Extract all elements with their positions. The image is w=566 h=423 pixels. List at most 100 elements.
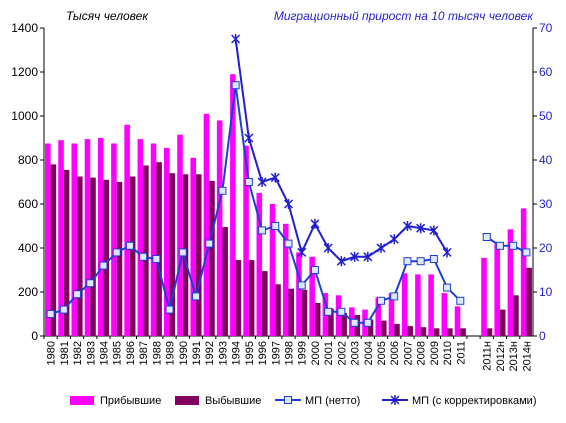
point-adjusted xyxy=(231,34,241,44)
bar-arrivals xyxy=(84,139,91,336)
point-net xyxy=(178,248,187,257)
bar-departures xyxy=(195,174,202,336)
bar-departures xyxy=(50,164,57,336)
bar-departures xyxy=(499,309,506,336)
point-adjusted xyxy=(244,133,254,143)
bar-departures xyxy=(513,295,519,336)
point-adjusted xyxy=(283,199,294,209)
x-tick-label: 1987 xyxy=(138,341,150,365)
x-tick-label: 2005 xyxy=(376,341,388,365)
point-adjusted xyxy=(257,177,267,187)
x-tick-label: 1998 xyxy=(284,341,296,365)
x-tick-label: 2012н xyxy=(495,341,507,372)
bar-arrivals xyxy=(124,124,130,336)
point-net xyxy=(350,318,359,327)
bar-arrivals xyxy=(269,204,276,336)
point-adjusted xyxy=(389,234,399,245)
bar-arrivals xyxy=(494,243,500,336)
bar-departures xyxy=(209,180,215,336)
legend-label: Выбывшие xyxy=(205,395,261,407)
bar-departures xyxy=(156,162,162,336)
x-tick-label: 1984 xyxy=(98,341,110,365)
x-tick-label: 2011 xyxy=(455,341,467,365)
legend: Прибывшие Выбывшие МП (нетто) МП (с коррект… xyxy=(70,395,537,407)
point-net xyxy=(509,241,518,250)
x-tick-label: 2014н xyxy=(521,341,533,372)
bar-arrivals xyxy=(71,143,78,336)
point-net xyxy=(337,307,346,316)
point-adjusted xyxy=(310,218,320,229)
bar-departures xyxy=(143,165,149,336)
point-adjusted xyxy=(350,251,360,262)
bar-arrivals xyxy=(97,138,104,336)
point-net xyxy=(73,290,82,299)
x-tick-label: 2006 xyxy=(389,341,401,365)
bar-arrivals xyxy=(230,74,236,336)
x-tick-label: 2003 xyxy=(350,341,362,365)
bar-arrivals xyxy=(441,293,448,336)
x-tick-label: 1994 xyxy=(231,341,243,365)
right-tick-label: 10 xyxy=(539,285,553,299)
x-tick-label: 1991 xyxy=(191,341,203,365)
point-net xyxy=(271,222,280,230)
bar-departures xyxy=(526,267,532,336)
bar-departures xyxy=(103,179,110,336)
bar-arrivals xyxy=(520,208,527,336)
point-net xyxy=(284,239,293,248)
point-net xyxy=(324,307,333,316)
legend-item: Прибывшие xyxy=(70,395,161,407)
point-net xyxy=(244,178,253,186)
bar-arrivals xyxy=(150,143,157,336)
legend-item: МП (нетто) xyxy=(275,395,360,407)
x-tick-label: 1990 xyxy=(178,341,190,365)
legend-item: Выбывшие xyxy=(175,395,261,407)
x-tick-label: 1982 xyxy=(72,341,84,365)
bar-departures xyxy=(288,288,295,336)
left-tick-label: 600 xyxy=(18,197,38,211)
bar-departures xyxy=(314,303,321,336)
x-tick-label: 2004 xyxy=(363,341,375,365)
x-tick-label: 1985 xyxy=(112,341,124,365)
point-adjusted xyxy=(376,243,386,253)
x-tick-label: 1980 xyxy=(46,341,58,365)
left-tick-label: 200 xyxy=(18,285,38,299)
point-net xyxy=(363,318,372,327)
ticks: 0 200 400 600 800 1000 1200 1400 0 10 20 30 40 50 60 70… xyxy=(11,21,552,372)
legend-swatch xyxy=(175,396,199,405)
right-tick-label: 0 xyxy=(539,329,546,343)
bar-arrivals xyxy=(507,229,514,336)
point-adjusted xyxy=(336,256,346,267)
point-net xyxy=(59,305,68,314)
left-tick-label: 400 xyxy=(18,241,38,255)
right-axis-title: Миграционный прирост на 10 тысяч человек xyxy=(274,9,534,23)
bar-arrivals xyxy=(190,157,196,336)
bar-departures xyxy=(460,328,466,336)
bar-arrivals xyxy=(177,134,183,336)
point-adjusted xyxy=(270,172,280,183)
bar-arrivals xyxy=(296,252,302,336)
x-tick-label: 1996 xyxy=(257,341,269,365)
point-net xyxy=(482,233,491,241)
legend-item: МП (с корректировками) xyxy=(382,395,537,407)
x-tick-label: 1997 xyxy=(270,341,282,365)
bar-arrivals xyxy=(164,147,170,336)
point-net xyxy=(456,296,465,305)
bar-departures xyxy=(433,328,440,336)
bar-arrivals xyxy=(45,143,51,336)
point-net xyxy=(218,186,227,195)
bar-departures xyxy=(367,319,374,336)
left-axis-title: Тысяч человек xyxy=(66,9,149,23)
bar-departures xyxy=(407,326,413,336)
bar-arrivals xyxy=(282,223,289,336)
bar-departures xyxy=(420,327,427,336)
right-tick-label: 70 xyxy=(539,21,553,35)
bar-arrivals xyxy=(309,256,315,336)
point-net xyxy=(86,279,95,288)
point-adjusted xyxy=(363,251,373,262)
bar-arrivals xyxy=(111,143,117,336)
right-tick-label: 60 xyxy=(539,65,553,79)
bar-arrivals xyxy=(481,257,487,336)
x-tick-label: 2010 xyxy=(442,341,454,365)
bar-departures xyxy=(262,271,268,336)
x-tick-label: 2009 xyxy=(429,341,441,365)
